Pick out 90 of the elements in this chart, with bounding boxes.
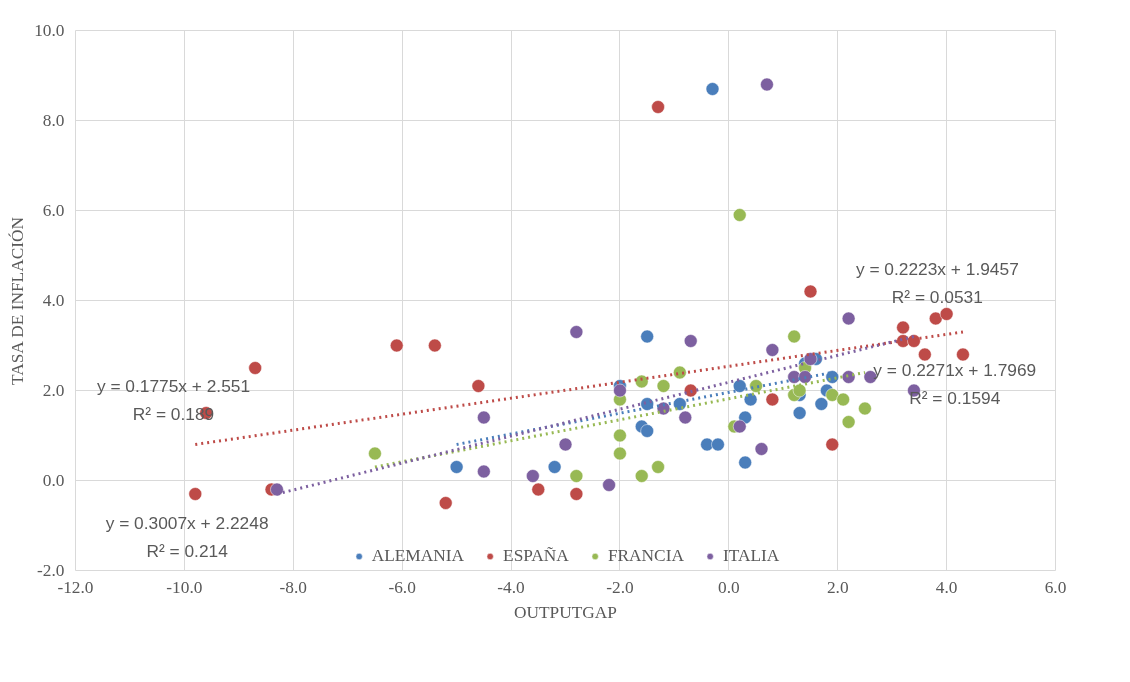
point [673, 397, 687, 411]
x-tick-label: -4.0 [497, 577, 525, 597]
point [836, 392, 850, 407]
point [531, 482, 546, 497]
point [928, 311, 943, 326]
point [792, 406, 807, 420]
point [841, 415, 856, 429]
y-tick-label: 6.0 [42, 201, 65, 220]
point [270, 482, 284, 497]
point [248, 361, 262, 375]
point [841, 311, 856, 326]
x-tick-label: -8.0 [279, 577, 307, 597]
y-tick-label: -2.0 [37, 561, 65, 580]
point [683, 334, 698, 348]
point [765, 392, 780, 407]
point [711, 437, 725, 452]
point [678, 410, 693, 425]
point [438, 496, 453, 510]
x-axis-title: OUTPUTGAP [513, 602, 618, 622]
point [428, 338, 442, 353]
annotation: y = 0.3007x + 2.2248 R² = 0.214 [105, 512, 269, 561]
point [907, 334, 921, 348]
point [841, 370, 856, 384]
point [743, 392, 758, 407]
point [732, 419, 747, 434]
point [732, 208, 747, 222]
point [602, 478, 616, 492]
point [754, 442, 769, 456]
point [640, 329, 654, 344]
x-tick-label: 0.0 [718, 577, 740, 597]
legend-label: ALEMANIA [371, 546, 465, 566]
x-tick-label: -2.0 [606, 577, 634, 597]
point [738, 455, 752, 470]
point [613, 383, 627, 398]
point [673, 365, 687, 380]
point [368, 446, 382, 461]
y-tick-label: 2.0 [42, 381, 65, 400]
point [613, 428, 627, 443]
point [640, 424, 654, 438]
point [787, 329, 801, 344]
point [471, 379, 486, 393]
point [634, 374, 649, 389]
point [389, 338, 404, 353]
point [477, 410, 491, 425]
point [569, 469, 584, 483]
point [765, 343, 780, 357]
y-tick-label: 10.0 [34, 21, 65, 40]
legend-label: ITALIA [722, 546, 780, 566]
point [634, 469, 649, 483]
point [569, 325, 584, 339]
point [732, 379, 747, 393]
x-tick-label: 2.0 [826, 577, 849, 597]
point [814, 397, 829, 411]
point [656, 379, 671, 393]
point [760, 77, 774, 92]
point [858, 401, 872, 416]
y-tick-label: 4.0 [42, 291, 65, 310]
annotation: y = 0.2271x + 1.7969 R² = 0.1594 [873, 359, 1037, 408]
x-tick-label: 6.0 [1044, 577, 1067, 597]
point [569, 487, 584, 501]
point [803, 284, 818, 299]
point [825, 437, 840, 452]
point [640, 397, 654, 411]
point [558, 437, 573, 452]
x-tick-label: -6.0 [388, 577, 416, 597]
point [939, 307, 954, 321]
y-tick-label: 8.0 [42, 111, 65, 130]
point [651, 460, 665, 474]
annotation: y = 0.2223x + 1.9457 R² = 0.0531 [855, 258, 1019, 307]
point [803, 352, 818, 366]
point [526, 469, 540, 483]
point [547, 460, 562, 474]
point [956, 347, 970, 362]
point [613, 446, 627, 461]
x-tick-label: 4.0 [935, 577, 958, 597]
legend-label: FRANCIA [607, 546, 684, 566]
point [896, 320, 910, 335]
point [792, 383, 807, 398]
legend-label: ESPAÑA [503, 546, 569, 566]
point [705, 82, 720, 96]
point [918, 347, 932, 362]
y-axis-title: TASA DE INFLACIÓN [7, 216, 27, 385]
point [825, 388, 840, 402]
point [449, 460, 464, 474]
y-tick-label: 0.0 [42, 471, 65, 490]
x-tick-label: -10.0 [166, 577, 203, 597]
point [477, 464, 491, 479]
x-tick-label: -12.0 [57, 577, 94, 597]
point [651, 100, 665, 114]
point [188, 487, 203, 501]
